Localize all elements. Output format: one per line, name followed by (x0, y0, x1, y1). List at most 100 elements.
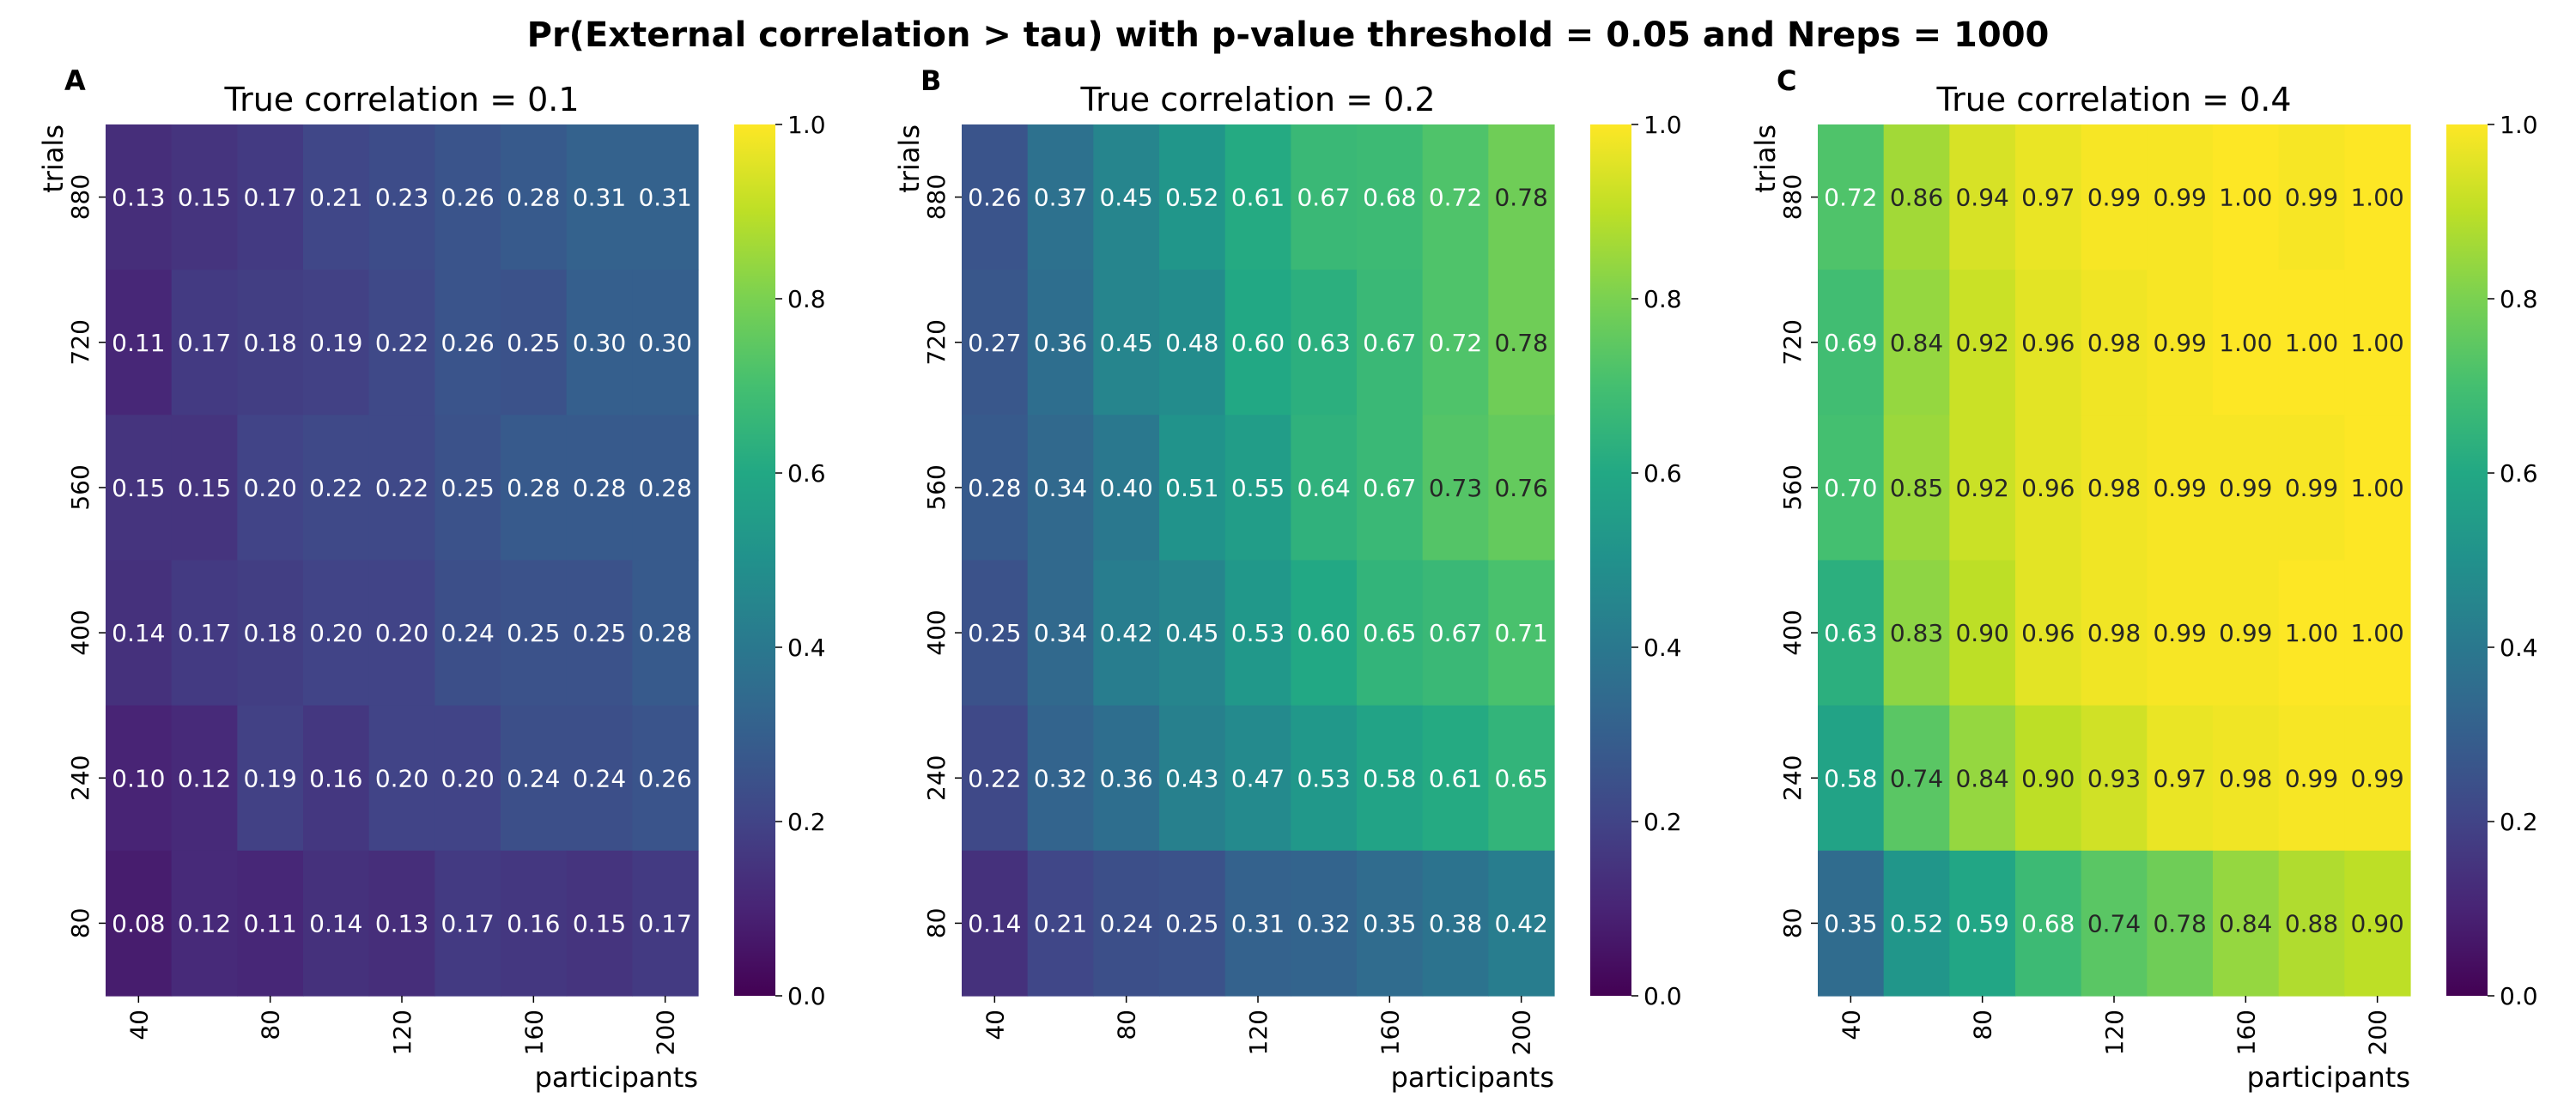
heatmap-cell (1818, 124, 1885, 270)
cell-label: 0.15 (178, 474, 231, 502)
cell-label: 0.11 (112, 329, 165, 357)
cell-label: 0.25 (573, 619, 626, 647)
y-axis-label: trials (37, 124, 70, 193)
heatmap-cell (237, 705, 304, 852)
heatmap-cell (1093, 124, 1160, 270)
cell-label: 1.00 (2219, 184, 2272, 212)
colorbar-tick-label: 0.8 (787, 285, 826, 313)
heatmap-cell (106, 850, 173, 997)
cell-label: 0.20 (243, 474, 296, 502)
y-tick-label: 880 (1778, 174, 1807, 220)
cell-label: 0.15 (178, 184, 231, 212)
heatmap-cell (501, 270, 568, 415)
heatmap-cell (303, 270, 370, 415)
colorbar-tick-label: 0.4 (2500, 634, 2538, 662)
heatmap-cell (2344, 850, 2411, 997)
cell-label: 0.21 (309, 184, 362, 212)
heatmap-cell (1159, 270, 1226, 415)
colorbar-tick-label: 0.6 (2500, 459, 2538, 488)
cell-label: 0.19 (243, 764, 296, 792)
heatmap-cell (1159, 705, 1226, 852)
cell-label: 0.74 (1890, 764, 1943, 792)
colorbar-tick-label: 0.2 (1643, 808, 1682, 836)
y-tick-label: 720 (66, 319, 94, 365)
heatmap-cell (2081, 270, 2148, 415)
cell-label: 0.42 (1099, 619, 1152, 647)
heatmap-cell (501, 560, 568, 707)
heatmap-cell (962, 705, 1029, 852)
colorbar-tick-label: 1.0 (1643, 111, 1682, 139)
heatmap-cell (2015, 270, 2082, 415)
heatmap-cell (1027, 560, 1094, 707)
cell-label: 0.22 (309, 474, 362, 502)
heatmap-cell (2147, 124, 2214, 270)
cell-label: 0.67 (1363, 329, 1416, 357)
heatmap-cell (1291, 415, 1358, 561)
cell-label: 1.00 (2285, 329, 2338, 357)
heatmap-cell (303, 415, 370, 561)
cell-label: 0.99 (2219, 619, 2272, 647)
x-tick-label: 120 (2100, 1010, 2129, 1055)
cell-label: 0.96 (2021, 619, 2075, 647)
heatmap-cell (171, 560, 238, 707)
heatmap-cell (2015, 705, 2082, 852)
cell-label: 0.23 (375, 184, 428, 212)
x-tick-label: 200 (1508, 1010, 1536, 1055)
heatmap-cell (962, 850, 1029, 997)
x-tick-label: 40 (981, 1010, 1009, 1040)
cell-label: 0.60 (1231, 329, 1285, 357)
cell-label: 0.55 (1231, 474, 1285, 502)
cell-label: 0.28 (638, 474, 691, 502)
y-tick-label: 880 (922, 174, 951, 220)
heatmap-cell (1949, 124, 2016, 270)
cell-label: 0.65 (1363, 619, 1416, 647)
panel-a: A True correlation = 0.1 0.13 0.15 0.17 0.21 0… (37, 64, 826, 1094)
heatmap-cell (1883, 124, 1950, 270)
heatmap-cell (632, 124, 699, 270)
y-tick-label: 80 (66, 908, 94, 939)
cell-label: 0.38 (1429, 909, 1482, 937)
cell-label: 0.37 (1034, 184, 1087, 212)
cell-label: 0.69 (1824, 329, 1877, 357)
heatmap-cell (1818, 705, 1885, 852)
colorbar-tick-label: 0.2 (2500, 808, 2538, 836)
cell-label: 0.26 (440, 329, 494, 357)
heatmap-cell (1422, 415, 1489, 561)
cell-label: 0.76 (1494, 474, 1547, 502)
heatmap-cell (303, 705, 370, 852)
cell-label: 0.84 (1955, 764, 2008, 792)
heatmap-cell (171, 124, 238, 270)
cell-label: 0.26 (638, 764, 691, 792)
cell-label: 1.00 (2285, 619, 2338, 647)
cell-label: 0.12 (178, 764, 231, 792)
cell-label: 0.58 (1824, 764, 1877, 792)
cell-label: 0.25 (507, 329, 560, 357)
heatmap-cell (632, 560, 699, 707)
cell-label: 0.59 (1955, 909, 2008, 937)
heatmap-cell (1818, 415, 1885, 561)
cell-label: 0.98 (2087, 329, 2141, 357)
cell-label: 0.98 (2219, 764, 2272, 792)
cell-label: 0.45 (1099, 329, 1152, 357)
y-tick-label: 720 (1778, 319, 1807, 365)
cell-label: 0.28 (573, 474, 626, 502)
colorbar (2446, 124, 2488, 996)
x-tick-label: 80 (1113, 1010, 1141, 1040)
cell-label: 0.28 (507, 184, 560, 212)
colorbar-tick-label: 1.0 (2500, 111, 2538, 139)
colorbar-tick-label: 1.0 (787, 111, 826, 139)
cell-label: 0.18 (243, 619, 296, 647)
panel-letter: B (920, 64, 941, 97)
cell-label: 0.63 (1297, 329, 1350, 357)
heatmap-cell (566, 270, 633, 415)
cell-label: 0.20 (309, 619, 362, 647)
panel-title: True correlation = 0.2 (1079, 81, 1435, 118)
panel-letter: C (1777, 64, 1796, 97)
cell-label: 0.17 (638, 909, 691, 937)
heatmap-cell (1422, 270, 1489, 415)
panel-title: True correlation = 0.1 (223, 81, 579, 118)
y-tick-label: 400 (922, 610, 951, 655)
cell-label: 0.42 (1494, 909, 1547, 937)
cell-label: 0.67 (1363, 474, 1416, 502)
heatmap-cell (1357, 415, 1424, 561)
